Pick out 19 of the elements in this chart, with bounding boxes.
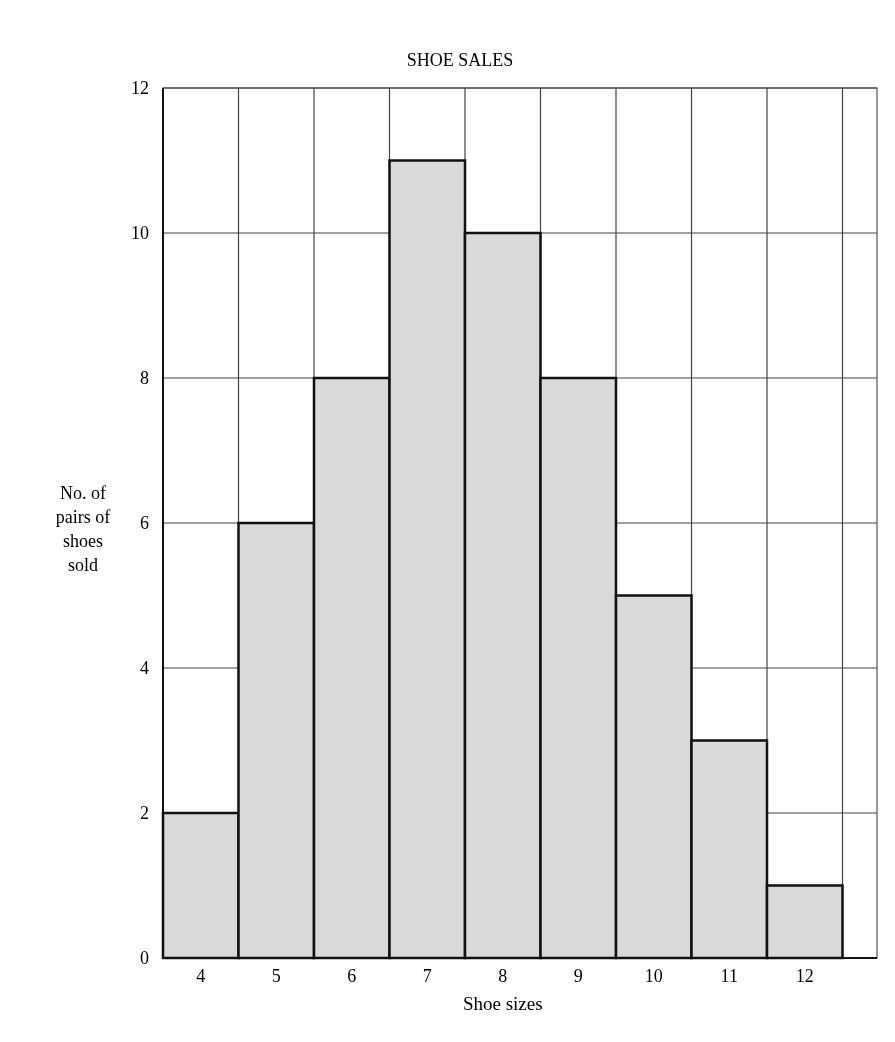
x-tick-label: 10 bbox=[644, 966, 663, 986]
x-tick-label: 7 bbox=[422, 966, 432, 986]
y-tick-label: 10 bbox=[131, 223, 149, 244]
y-tick-label: 2 bbox=[140, 803, 149, 824]
x-tick-label: 4 bbox=[196, 966, 206, 986]
x-tick-label: 9 bbox=[573, 966, 583, 986]
y-tick-label: 6 bbox=[140, 513, 149, 534]
y-tick-label: 4 bbox=[140, 658, 149, 679]
y-tick-label: 12 bbox=[131, 78, 149, 99]
x-tick-label: 12 bbox=[795, 966, 814, 986]
x-tick-label: 8 bbox=[498, 966, 508, 986]
y-tick-label: 8 bbox=[140, 368, 149, 389]
y-tick-label: 0 bbox=[140, 948, 149, 969]
y-axis-title: No. of pairs of shoes sold bbox=[55, 483, 111, 575]
x-tick-label: 5 bbox=[271, 966, 281, 986]
x-tick-label: 11 bbox=[720, 966, 738, 986]
x-tick-label: 6 bbox=[347, 966, 357, 986]
x-axis-title: Shoe sizes bbox=[462, 993, 543, 1014]
chart-title: SHOE SALES bbox=[406, 50, 514, 70]
